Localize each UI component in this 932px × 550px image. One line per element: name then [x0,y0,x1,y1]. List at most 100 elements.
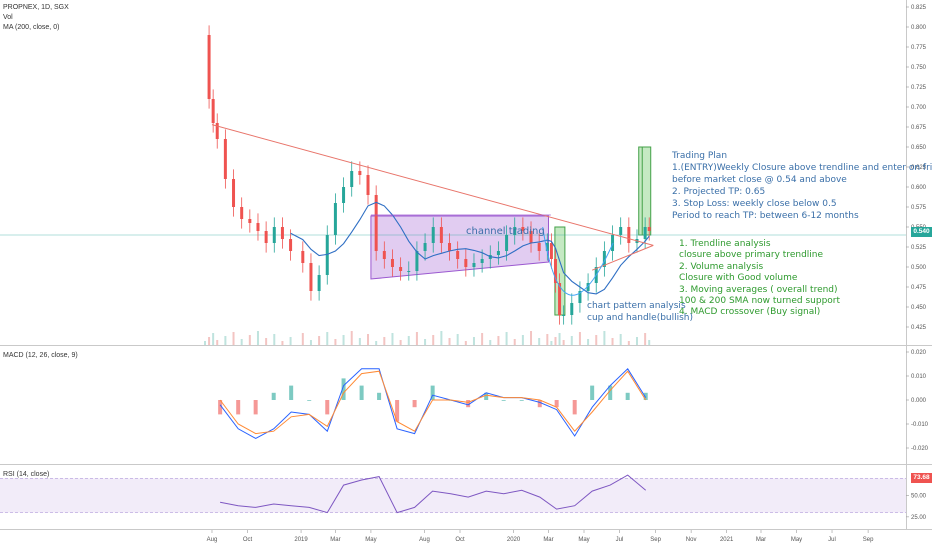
candle-body [570,303,574,315]
volume-bar [530,331,533,345]
macd-histogram-bar [643,392,648,400]
volume-indicator-label[interactable]: Vol [3,14,13,21]
macd-histogram-bar [537,400,542,408]
candle-body [248,219,252,223]
volume-bar [358,338,361,345]
volume-bar [383,337,386,345]
candle-body [272,227,276,243]
volume-bar [204,341,206,345]
rsi-value-tag: 73.68 [911,473,932,483]
macd-histogram-bar [430,385,435,400]
volume-bar [424,339,427,345]
candle-body [256,223,260,231]
price-axis-label: 0.800 [911,25,927,31]
plan-line: Trading Plan [672,151,728,161]
time-axis-label: Aug [419,537,430,543]
primary-trendline [211,124,654,246]
candle-body [374,195,378,251]
price-axis-label: 0.650 [911,145,927,151]
trading-plan-note[interactable]: Trading Plan 1.(ENTRY)Weekly Closure abo… [672,150,932,222]
channel-trading-label[interactable]: channel trading [466,226,545,237]
analysis-note[interactable]: 1. Trendline analysis closure above prim… [679,239,840,319]
rsi-indicator-label[interactable]: RSI (14, close) [3,471,50,478]
price-axis-label: 0.425 [911,325,927,331]
macd-histogram-bar [236,400,241,415]
volume-bar [603,331,606,345]
volume-bar [212,333,215,345]
volume-bar [611,338,614,345]
price-axis-label: 0.600 [911,185,927,191]
volume-bar [289,337,292,345]
volume-bar [342,335,345,345]
volume-bar [216,340,219,345]
analysis-line: closure above primary trendline [679,250,824,261]
plan-line: 1.(ENTRY)Weekly Closure above trendline … [672,163,932,173]
analysis-line: 2. Volume analysis [679,261,764,272]
candle-body [456,251,460,259]
candle-body [423,243,427,251]
price-tag: 0.540 [911,227,932,237]
price-axis-label: 0.475 [911,285,927,291]
cup-handle-note[interactable]: chart pattern analysis cup and handle(bu… [587,300,693,324]
macd-histogram-bar [501,400,506,401]
volume-bar [648,340,651,345]
macd-histogram-bar [608,385,613,400]
volume-bar [415,332,418,345]
candle-body [553,259,557,283]
rsi-band [0,478,906,513]
symbol-title[interactable]: PROPNEX, 1D, SGX [3,4,69,11]
volume-bar [481,333,484,345]
volume-bar [399,340,402,345]
macd-histogram-bar [412,400,417,408]
macd-histogram-bar [271,392,276,400]
time-axis-label: May [791,537,802,543]
volume-bar [619,334,622,345]
candle-body [358,171,362,175]
macd-histogram-bar [395,400,400,422]
macd-axis-label: 0.020 [911,350,927,356]
candle-body [562,315,566,316]
volume-bar [448,338,451,345]
rsi-axis-label: 25.00 [911,515,927,521]
volume-bar [558,333,561,345]
price-axis-label: 0.700 [911,105,927,111]
candle-body [232,179,236,207]
macd-histogram-bar [289,385,294,400]
moving-average-line [290,201,650,295]
cup-line: chart pattern analysis [587,301,686,311]
macd-histogram-bar [484,392,489,400]
volume-bar [472,337,475,345]
macd-indicator-label[interactable]: MACD (12, 26, close, 9) [3,352,78,359]
macd-histogram-bar [341,378,346,400]
candle-body [647,227,651,231]
volume-bar [301,333,304,345]
volume-bar [489,340,492,345]
ma-indicator-label[interactable]: MA (200, close, 0) [3,24,60,31]
volume-bar [318,336,321,345]
candle-body [513,227,517,235]
analysis-line: 4. MACD crossover (Buy signal) [679,307,821,318]
volume-bar [644,333,647,345]
volume-bar [635,337,638,345]
candle-body [407,271,411,272]
candle-body [207,35,211,99]
time-axis-label: Sep [863,537,874,543]
candle-body [309,263,313,291]
volume-bar [440,331,443,345]
candle-body [464,259,468,267]
macd-line [219,368,647,439]
candle-body [342,187,346,203]
volume-bar [432,335,435,345]
volume-bar [546,334,549,345]
volume-bar [248,335,251,345]
volume-bar [538,338,541,345]
channel-zone [370,215,549,280]
volume-bar [391,333,394,345]
time-axis-label: Nov [686,537,697,543]
candle-body [325,235,329,275]
price-axis-label: 0.575 [911,205,927,211]
candle-body [264,231,268,243]
volume-bar [281,341,284,345]
